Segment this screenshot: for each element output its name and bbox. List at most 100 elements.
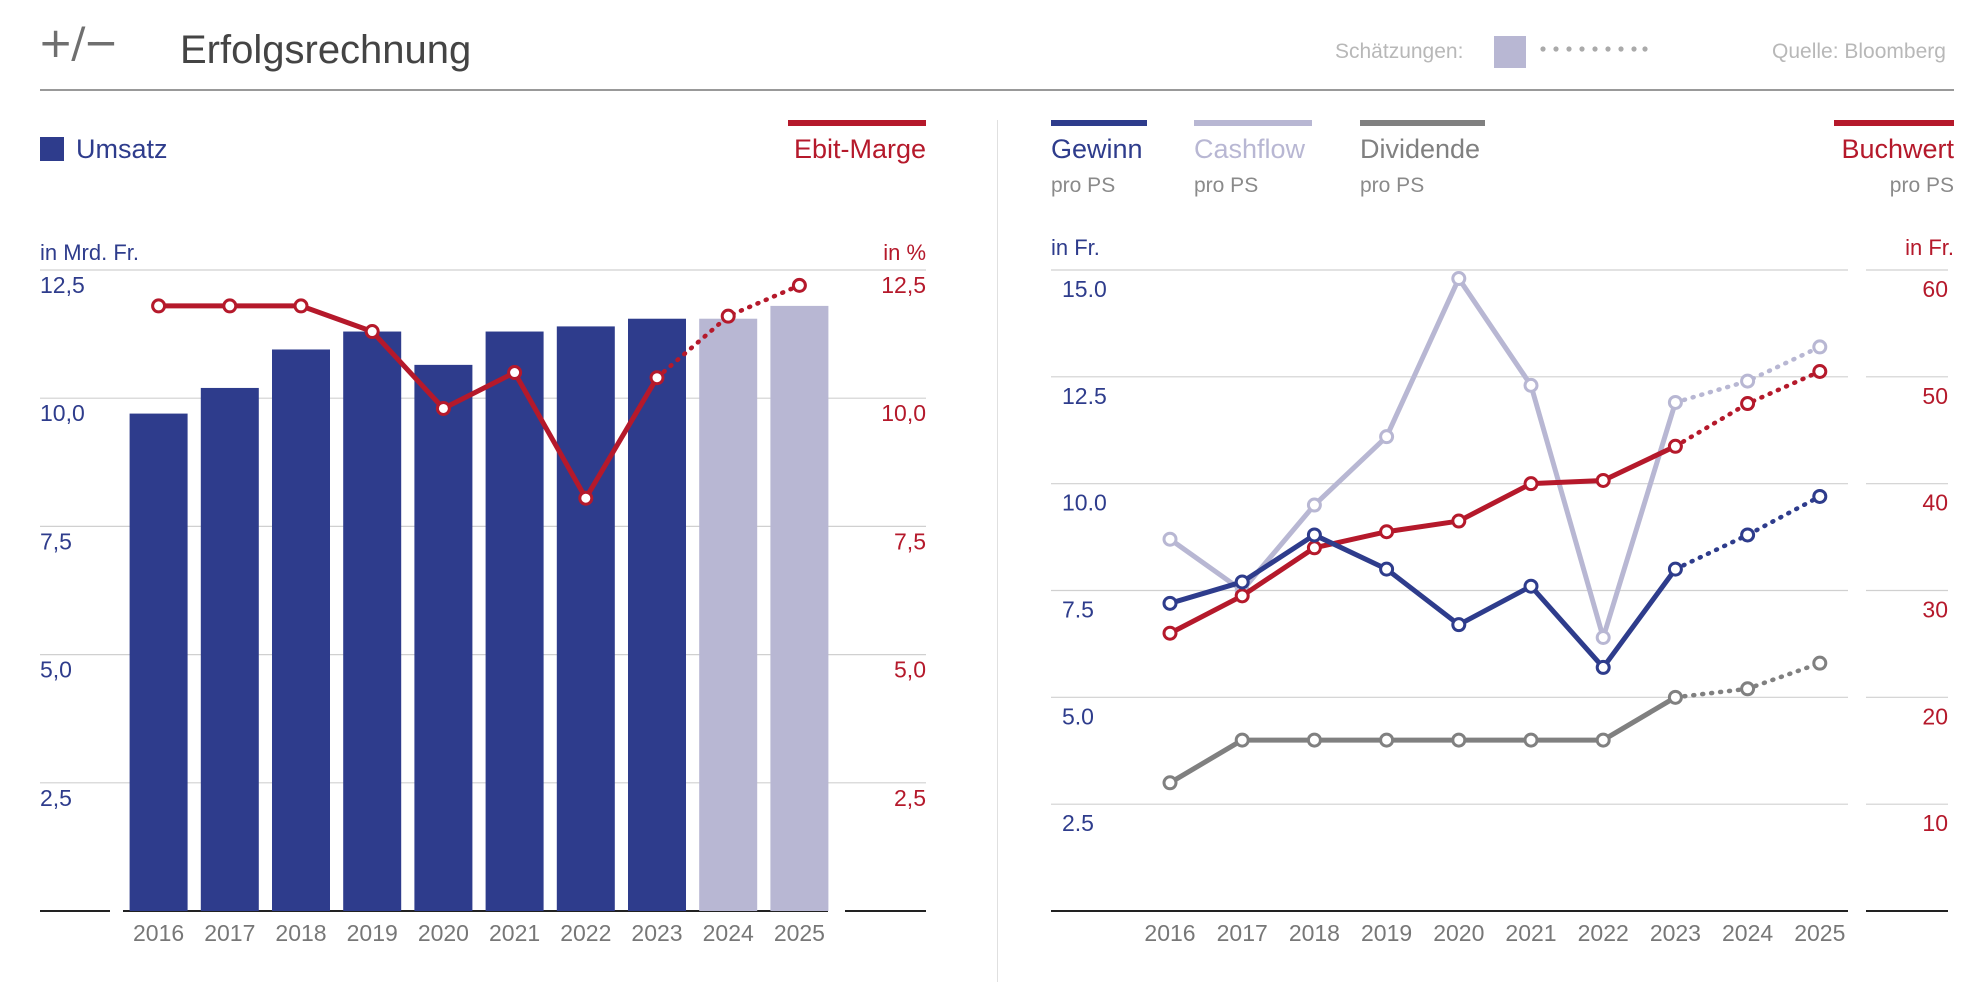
left-x-tick-label: 2017 xyxy=(204,920,255,946)
dividende-point xyxy=(1523,732,1539,748)
right-x-tick-label: 2022 xyxy=(1578,920,1629,946)
right-y-tick-label: 12.5 xyxy=(1062,383,1107,409)
umsatz-bar xyxy=(272,349,330,911)
gewinn-point xyxy=(1523,578,1539,594)
cashflow-point xyxy=(1162,531,1178,547)
umsatz-bar xyxy=(129,413,188,911)
gewinn-legend-label: Gewinn xyxy=(1051,134,1143,164)
header-divider xyxy=(40,89,1954,91)
gewinn-point xyxy=(1451,617,1467,633)
buchwert-point xyxy=(1667,438,1683,454)
right-y2-tick-label: 30 xyxy=(1922,597,1948,623)
buchwert-point xyxy=(1162,625,1178,641)
ebit-marge-point xyxy=(507,365,523,381)
dividende-point xyxy=(1234,732,1250,748)
estimate-dotted-line-swatch xyxy=(1540,46,1648,52)
buchwert-point xyxy=(1379,524,1395,540)
buchwert-point xyxy=(1740,396,1756,412)
cashflow-point xyxy=(1812,339,1828,355)
right-x-tick-label: 2016 xyxy=(1144,920,1195,946)
gewinn-legend-swatch xyxy=(1051,120,1147,126)
right-y2-tick-label: 50 xyxy=(1922,383,1948,409)
cashflow-point xyxy=(1379,429,1395,445)
umsatz-legend-swatch xyxy=(40,137,64,161)
gewinn-point xyxy=(1595,659,1611,675)
umsatz-legend-label: Umsatz xyxy=(76,134,168,164)
left-y2-tick-label: 7,5 xyxy=(894,528,926,554)
dividende-point xyxy=(1740,681,1756,697)
dividende-point xyxy=(1667,689,1683,705)
gewinn-line xyxy=(1169,532,1678,670)
gewinn-point xyxy=(1162,595,1178,611)
dividende-point xyxy=(1812,655,1828,671)
cashflow-point xyxy=(1740,373,1756,389)
right-y2-tick-label: 40 xyxy=(1922,490,1948,516)
left-chart-left-unit: in Mrd. Fr. xyxy=(40,240,140,265)
buchwert-point xyxy=(1595,472,1611,488)
buchwert-legend-label: Buchwert xyxy=(1841,134,1954,164)
right-y-tick-label: 7.5 xyxy=(1062,597,1094,623)
buchwert-point xyxy=(1812,363,1828,379)
left-y-tick-label: 12,5 xyxy=(40,272,85,298)
right-y-tick-label: 10.0 xyxy=(1062,490,1107,516)
buchwert-point xyxy=(1523,476,1539,492)
dividende-legend-swatch xyxy=(1360,120,1485,126)
buchwert-line xyxy=(1168,444,1677,636)
ebit-marge-point xyxy=(222,298,238,314)
dividende-point xyxy=(1451,732,1467,748)
cashflow-legend-label: Cashflow xyxy=(1194,134,1306,164)
left-x-tick-label: 2018 xyxy=(275,920,326,946)
dividende-line xyxy=(1168,695,1677,785)
cashflow-point xyxy=(1523,377,1539,393)
ebit-marge-point xyxy=(791,277,807,293)
left-x-tick-label: 2019 xyxy=(347,920,398,946)
umsatz-bar xyxy=(628,318,686,911)
right-x-tick-label: 2018 xyxy=(1289,920,1340,946)
left-y-tick-label: 10,0 xyxy=(40,400,85,426)
gewinn-point xyxy=(1379,561,1395,577)
header: +/− Erfolgsrechnung Schätzungen: Quelle:… xyxy=(0,0,1988,100)
right-y2-tick-label: 20 xyxy=(1922,703,1948,729)
buchwert-point xyxy=(1306,540,1322,556)
right-y-tick-label: 15.0 xyxy=(1062,276,1107,302)
left-x-tick-label: 2022 xyxy=(560,920,611,946)
umsatz-bar xyxy=(485,331,544,911)
right-chart-right-unit: in Fr. xyxy=(1905,235,1954,260)
ebit-marge-point xyxy=(435,400,451,416)
umsatz-bar xyxy=(699,318,758,911)
left-x-tick-label: 2023 xyxy=(631,920,682,946)
ebit-legend-label: Ebit-Marge xyxy=(793,134,926,164)
estimate-bar-swatch xyxy=(1494,36,1526,68)
buchwert-point xyxy=(1451,513,1467,529)
panel-divider xyxy=(997,120,998,982)
umsatz-bar xyxy=(770,305,829,911)
cashflow-legend-swatch xyxy=(1194,120,1312,126)
dividende-point xyxy=(1162,775,1178,791)
ebit-marge-estimate-line xyxy=(654,283,802,380)
buchwert-point xyxy=(1234,588,1250,604)
gewinn-point xyxy=(1234,574,1250,590)
umsatz-bar xyxy=(343,331,402,911)
right-x-tick-label: 2024 xyxy=(1722,920,1773,946)
left-x-tick-label: 2016 xyxy=(133,920,184,946)
ebit-legend-swatch xyxy=(788,120,926,126)
cashflow-point xyxy=(1595,630,1611,646)
left-y2-tick-label: 12,5 xyxy=(881,272,926,298)
right-y2-tick-label: 10 xyxy=(1922,810,1948,836)
umsatz-bar xyxy=(556,326,615,912)
gewinn-point xyxy=(1812,488,1828,504)
left-y-tick-label: 5,0 xyxy=(40,657,72,683)
plus-minus-logo: +/− xyxy=(38,18,119,67)
ebit-marge-point xyxy=(649,370,665,386)
source-label: Quelle: Bloomberg xyxy=(1772,40,1946,63)
ebit-marge-point xyxy=(364,324,380,340)
gewinn-point xyxy=(1306,527,1322,543)
dividende-legend-label: Dividende xyxy=(1360,134,1481,164)
cashflow-point xyxy=(1451,271,1467,287)
right-x-tick-label: 2020 xyxy=(1433,920,1484,946)
right-x-tick-label: 2019 xyxy=(1361,920,1412,946)
estimates-label: Schätzungen: xyxy=(1335,40,1464,63)
dividende-point xyxy=(1379,732,1395,748)
cashflow-point xyxy=(1667,394,1683,410)
